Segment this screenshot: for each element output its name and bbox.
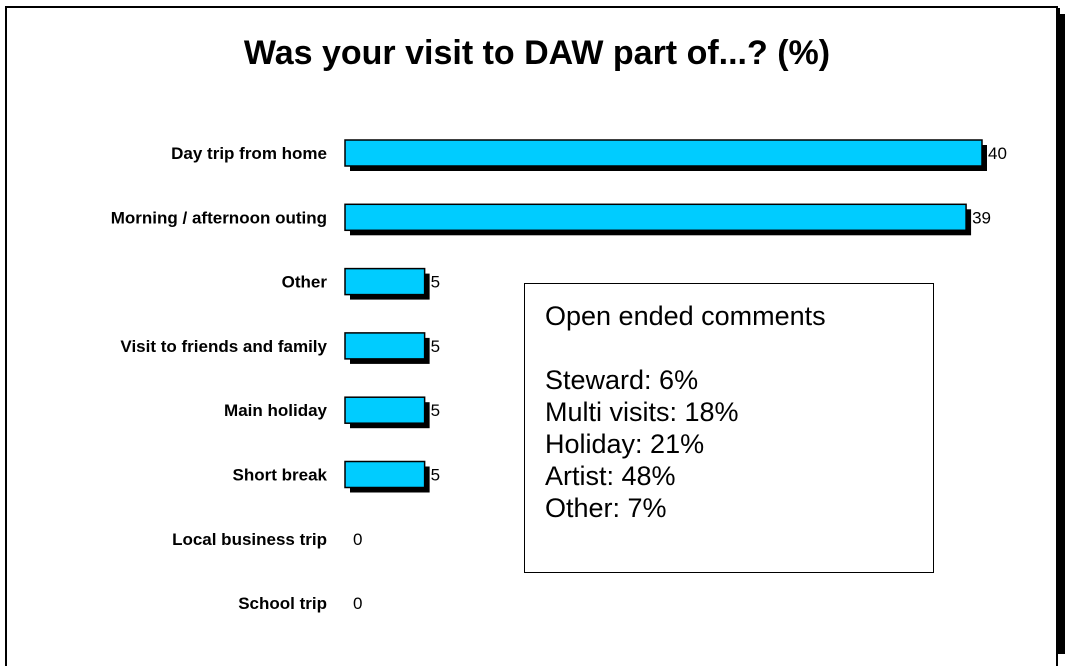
comment-line: Other: 7% (545, 493, 667, 523)
chart-frame (5, 6, 1058, 666)
frame-shadow (1058, 14, 1065, 654)
bar (344, 332, 426, 360)
data-label: 0 (353, 594, 362, 613)
data-label: 40 (988, 144, 1007, 163)
data-label: 5 (431, 401, 440, 420)
bar (344, 139, 983, 167)
category-label: Morning / afternoon outing (111, 208, 327, 227)
data-label: 39 (972, 208, 991, 227)
comment-line: Holiday: 21% (545, 429, 705, 459)
category-label: Main holiday (224, 401, 328, 420)
comment-line: Steward: 6% (545, 365, 699, 395)
category-label: School trip (238, 594, 327, 613)
comments-box: Open ended comments Steward: 6% Multi vi… (524, 283, 934, 573)
category-label: Day trip from home (171, 144, 327, 163)
bar (344, 396, 426, 424)
comments-heading: Open ended comments (545, 301, 826, 331)
bar (344, 203, 967, 232)
category-label: Visit to friends and family (120, 337, 327, 356)
bar-chart: Day trip from home 40 Morning / afternoon … (111, 139, 1007, 613)
comment-line: Artist: 48% (545, 461, 676, 491)
category-label: Other (282, 273, 328, 292)
bar (344, 460, 426, 489)
comment-line: Multi visits: 18% (545, 397, 739, 427)
data-label: 5 (431, 273, 440, 292)
data-label: 0 (353, 530, 362, 549)
bar (344, 267, 426, 296)
data-label: 5 (431, 337, 440, 356)
chart-title: Was your visit to DAW part of...? (%) (243, 34, 831, 72)
category-label: Local business trip (172, 530, 327, 549)
frame-shadow-top (1058, 8, 1060, 14)
data-label: 5 (431, 466, 440, 485)
category-label: Short break (233, 466, 328, 485)
